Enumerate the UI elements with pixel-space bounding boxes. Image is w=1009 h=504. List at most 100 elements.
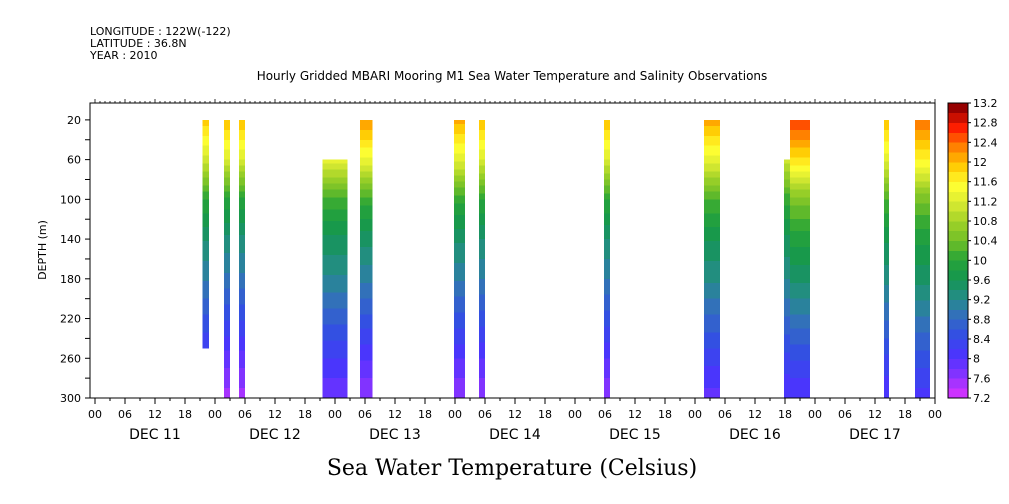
temperature-cell	[239, 213, 245, 216]
temperature-cell	[915, 346, 930, 349]
temperature-cell	[322, 384, 348, 387]
temperature-cell	[202, 145, 209, 149]
temperature-cell	[884, 193, 889, 196]
temperature-cell	[704, 151, 720, 155]
temperature-cell	[790, 304, 810, 308]
temperature-cell	[202, 344, 209, 347]
temperature-cell	[224, 268, 230, 272]
temperature-cell	[202, 326, 209, 329]
temperature-cell	[479, 338, 485, 341]
temperature-cell	[322, 318, 348, 321]
temperature-cell	[239, 328, 245, 331]
temperature-cell	[915, 243, 930, 246]
temperature-cell	[360, 268, 373, 272]
temperature-cell	[360, 324, 373, 327]
temperature-cell	[454, 344, 465, 347]
temperature-cell	[202, 165, 209, 168]
temperature-cell	[784, 268, 790, 272]
colorbar-swatch	[948, 240, 968, 251]
temperature-cell	[360, 125, 373, 129]
temperature-cell	[884, 225, 889, 228]
temperature-cell	[322, 163, 348, 166]
temperature-cell	[790, 231, 810, 234]
temperature-cell	[360, 288, 373, 292]
temperature-cell	[454, 322, 465, 325]
temperature-cell	[202, 195, 209, 198]
temperature-cell	[202, 151, 209, 155]
temperature-cell	[322, 177, 348, 180]
temperature-cell	[604, 318, 610, 321]
temperature-cell	[479, 247, 485, 250]
temperature-cell	[224, 175, 230, 178]
temperature-cell	[790, 348, 810, 351]
x-tick-label: 12	[748, 408, 762, 421]
temperature-cell	[604, 308, 610, 311]
temperature-cell	[322, 296, 348, 300]
temperature-cell	[884, 213, 889, 216]
temperature-cell	[704, 330, 720, 333]
temperature-cell	[884, 356, 889, 359]
temperature-cell	[704, 334, 720, 337]
temperature-cell	[604, 167, 610, 170]
temperature-cell	[604, 137, 610, 141]
temperature-cell	[790, 163, 810, 166]
temperature-cell	[454, 139, 465, 143]
temperature-cell	[790, 119, 810, 123]
temperature-cell	[454, 304, 465, 308]
temperature-cell	[239, 280, 245, 284]
temperature-cell	[790, 207, 810, 210]
temperature-cell	[360, 141, 373, 145]
temperature-cell	[202, 143, 209, 147]
temperature-cell	[224, 245, 230, 248]
temperature-cell	[224, 364, 230, 367]
temperature-cell	[790, 342, 810, 345]
temperature-cell	[224, 191, 230, 194]
temperature-cell	[224, 239, 230, 242]
temperature-cell	[224, 181, 230, 184]
temperature-cell	[360, 284, 373, 288]
temperature-cell	[360, 368, 373, 371]
temperature-cell	[915, 392, 930, 395]
temperature-cell	[360, 205, 373, 208]
temperature-cell	[454, 119, 465, 123]
temperature-cell	[454, 348, 465, 351]
temperature-cell	[202, 155, 209, 159]
temperature-cell	[479, 199, 485, 202]
temperature-cell	[224, 370, 230, 373]
temperature-cell	[322, 310, 348, 313]
temperature-cell	[790, 151, 810, 155]
temperature-cell	[704, 177, 720, 180]
temperature-cell	[454, 181, 465, 184]
temperature-cell	[884, 316, 889, 319]
temperature-cell	[224, 366, 230, 369]
colorbar-swatch	[948, 250, 968, 261]
temperature-cell	[239, 332, 245, 335]
temperature-cell	[784, 364, 790, 367]
temperature-cell	[224, 177, 230, 180]
temperature-cell	[322, 187, 348, 190]
temperature-cell	[224, 352, 230, 355]
temperature-cell	[224, 384, 230, 387]
temperature-cell	[224, 308, 230, 311]
temperature-cell	[704, 390, 720, 393]
temperature-cell	[202, 332, 209, 335]
temperature-cell	[239, 221, 245, 224]
y-tick-label: 140	[60, 233, 81, 246]
temperature-cell	[224, 262, 230, 266]
temperature-cell	[604, 217, 610, 220]
temperature-cell	[360, 193, 373, 196]
temperature-cell	[704, 364, 720, 367]
temperature-cell	[224, 252, 230, 256]
temperature-cell	[202, 217, 209, 220]
temperature-cell	[884, 211, 889, 214]
temperature-cell	[239, 197, 245, 200]
temperature-cell	[790, 131, 810, 135]
temperature-cell	[604, 127, 610, 131]
temperature-cell	[454, 195, 465, 198]
temperature-cell	[322, 191, 348, 194]
temperature-cell	[704, 382, 720, 385]
temperature-cell	[360, 143, 373, 147]
temperature-cell	[884, 207, 889, 210]
temperature-cell	[322, 245, 348, 248]
temperature-cell	[915, 328, 930, 331]
